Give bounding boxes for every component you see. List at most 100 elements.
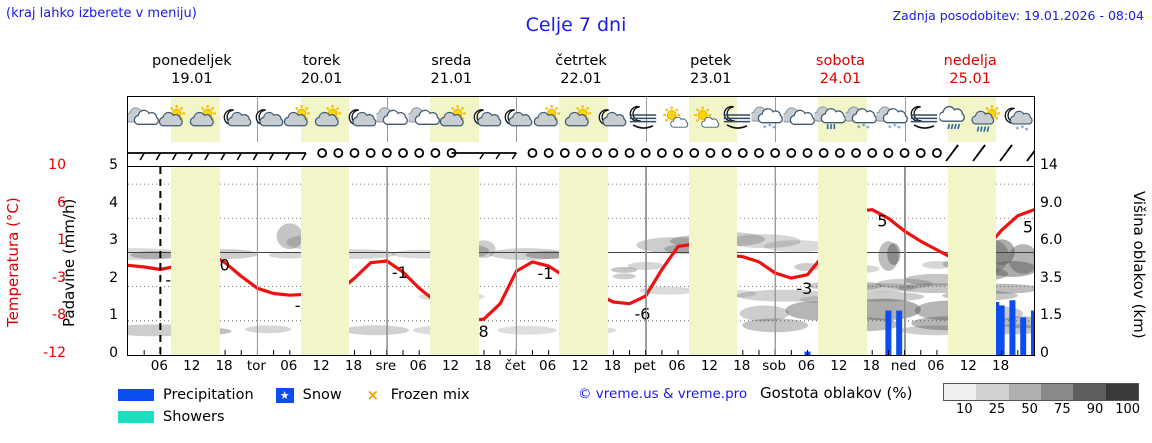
cloud-height-tick: 14	[1040, 157, 1058, 173]
last-update-text: Zadnja posodobitev: 19.01.2026 - 08:04	[892, 8, 1144, 23]
cloud-cover-swatch	[976, 384, 1009, 400]
day-name: torek	[302, 53, 341, 69]
time-tick-label: 18	[992, 358, 1010, 374]
precip-bar-precipitation	[998, 305, 1005, 355]
weather-icon-moon-cloud	[472, 97, 503, 142]
precipitation-tick: 2	[109, 269, 118, 286]
svg-text:*: *	[768, 121, 772, 130]
legend-label-precipitation: Precipitation	[163, 387, 254, 403]
weather-icon-moon-cloud-snow: * * *	[1003, 97, 1034, 142]
temperature-tick-labels: 10 6 1 -3 -8 -12	[20, 157, 66, 361]
temperature-tick: -8	[52, 307, 66, 324]
cloud-height-tick: 6.0	[1040, 232, 1063, 249]
day-separator	[645, 167, 647, 355]
cloud-cover-scale-label: 10	[956, 402, 973, 417]
day-date: 22.01	[560, 71, 602, 87]
weather-icon-sun-cloud-rain	[971, 97, 1002, 142]
showers-swatch	[118, 411, 154, 423]
day-header-1: ponedeljek 19.01	[127, 52, 257, 92]
day-header-3: sreda 21.01	[386, 52, 516, 92]
weather-icon-cloudy	[128, 97, 159, 142]
time-tick-label: ned	[890, 358, 917, 374]
cloud-cover-scale-labels: 10 25 50 75 90 100	[940, 402, 1145, 420]
day-separator	[904, 167, 906, 355]
weather-icon-moon-cloud	[597, 97, 628, 142]
cloud-cover-swatch	[1073, 384, 1106, 400]
day-header-4: četrtek 22.01	[516, 52, 646, 92]
temperature-extreme-label: -3	[796, 279, 812, 298]
precip-bar-precipitation	[896, 310, 903, 355]
legend-item-snow: ★ Snow	[275, 387, 342, 403]
frozen-mix-icon: ×	[366, 386, 380, 404]
time-tick-label: 18	[733, 358, 751, 374]
legend-item-showers: Showers	[118, 409, 225, 425]
plot-daylight-band	[171, 167, 220, 355]
weather-icon-cloud-rain	[939, 97, 971, 142]
weather-icon-moon-fog	[721, 97, 752, 142]
time-tick-label: 06	[539, 358, 557, 374]
time-tick-label: 12	[312, 358, 330, 374]
time-axis-labels: 06 12 18 tor 06 12 18 sre 06 12 18 čet 06 12 18 pet 06 12…	[127, 357, 1035, 377]
weather-icon-cloud-snow: * * *	[751, 97, 784, 142]
weather-icon-strip: * * * * * * * * * * * *	[127, 96, 1035, 142]
day-name: petek	[690, 53, 732, 69]
weather-icon-moon-cloud	[347, 97, 378, 142]
weather-icon-moon-fog	[628, 97, 659, 142]
cloud-cover-gradient-scale	[943, 383, 1139, 401]
time-tick-label: 18	[862, 358, 880, 374]
day-date: 24.01	[819, 71, 862, 87]
day-date: 19.01	[171, 71, 213, 87]
day-name: sobota	[815, 53, 865, 69]
weather-icon-sun-cloud	[189, 97, 221, 142]
time-tick-label: 18	[474, 358, 492, 374]
time-tick-label: 12	[830, 358, 848, 374]
svg-text:*: *	[1025, 125, 1029, 134]
precip-bar-precipitation	[1009, 300, 1016, 355]
plot-daylight-band	[430, 167, 479, 355]
legend-label-showers: Showers	[163, 409, 225, 425]
day-separator	[645, 97, 647, 142]
weather-icon-sun-cloud	[439, 97, 471, 142]
weather-icon-sun-cloud	[283, 97, 315, 142]
cloud-height-tick: 9.0	[1040, 194, 1063, 211]
cloud-cover-scale-label: 100	[1115, 402, 1141, 417]
legend-item-frozen-mix: × Frozen mix	[364, 386, 469, 404]
cloud-cover-scale-label: 90	[1086, 402, 1104, 417]
precip-bar-precipitation	[1020, 317, 1027, 355]
weather-icon-sun-cloud	[314, 97, 346, 142]
cloud-cover-swatch	[1008, 384, 1041, 400]
temperature-tick: 6	[57, 194, 66, 211]
day-date: 23.01	[689, 71, 732, 87]
precipitation-tick: 4	[109, 194, 118, 211]
cloud-cover-scale-label: 75	[1054, 402, 1071, 417]
precipitation-tick: 3	[109, 232, 118, 249]
day-name: četrtek	[555, 53, 607, 69]
precipitation-tick: 1	[109, 307, 118, 324]
day-header-5: petek 23.01	[646, 52, 776, 92]
cloud-cover-swatch	[1105, 384, 1138, 400]
plot-daylight-band	[947, 167, 997, 355]
day-header-6: sobota 24.01	[776, 52, 906, 92]
day-name: ponedeljek	[152, 53, 232, 69]
page-title: Celje 7 dni	[525, 14, 627, 36]
svg-text:*: *	[897, 124, 901, 133]
time-tick-label: čet	[504, 358, 526, 374]
weather-icon-sun-small-cloud	[659, 97, 690, 142]
weather-icon-cloudy	[783, 97, 815, 142]
meteogram-plot: ×-2-0-5-1-8-1-61-35-15	[127, 166, 1035, 356]
time-tick-label: 06	[280, 358, 298, 374]
precipitation-tick-labels: 5 4 3 2 1 0	[86, 157, 118, 361]
copyright-text[interactable]: © vreme.us & vreme.pro	[578, 386, 748, 402]
time-tick-label: 06	[409, 358, 427, 374]
temperature-tick: -3	[52, 269, 66, 286]
cloud-height-tick: 1.5	[1040, 307, 1063, 324]
time-tick-label: 18	[215, 358, 233, 374]
day-name: nedelja	[943, 53, 997, 69]
precip-bar-precipitation	[993, 302, 1000, 355]
cloud-height-tick-labels: 14 9.0 6.0 3.5 1.5 0	[1040, 157, 1088, 361]
time-tick-label: sob	[762, 358, 787, 374]
day-date: 21.01	[430, 71, 473, 87]
day-header-7: nedelja 25.01	[905, 52, 1035, 92]
time-tick-label: 06	[797, 358, 816, 374]
svg-text:*: *	[1021, 123, 1025, 132]
